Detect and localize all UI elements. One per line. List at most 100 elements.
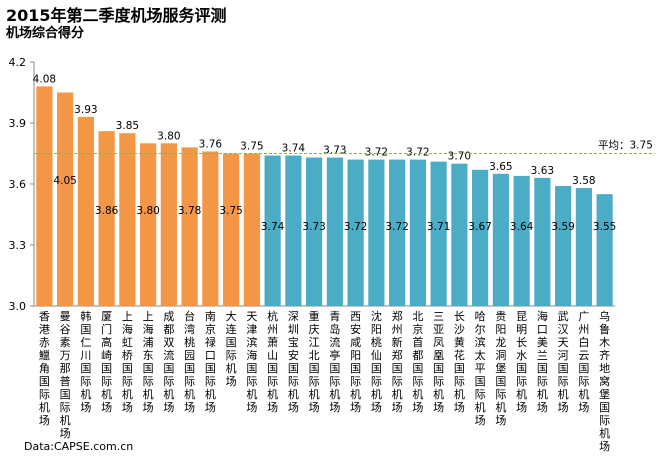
category-char: 际: [537, 375, 548, 388]
category-char: 东: [143, 349, 154, 362]
category-char: 津: [246, 323, 257, 336]
category-char: 崎: [101, 348, 112, 362]
y-tick-label: 4.2: [9, 56, 27, 69]
data-label: 3.76: [199, 138, 223, 150]
bars: [36, 86, 613, 307]
category-char: 口: [537, 323, 548, 336]
category-label: 天津滨海国际机场: [246, 310, 257, 414]
category-char: 机: [558, 387, 569, 401]
category-char: 场: [267, 400, 278, 414]
bar: [98, 131, 115, 306]
category-char: 机: [122, 387, 133, 401]
category-char: 机: [163, 387, 174, 401]
bar: [326, 157, 343, 306]
data-label: 3.63: [531, 165, 554, 177]
category-char: 阳: [371, 323, 382, 336]
category-char: 机: [288, 387, 299, 401]
category-char: 门: [101, 322, 112, 336]
data-label: 3.70: [448, 151, 471, 163]
category-label: 深圳宝安国际机场: [288, 310, 299, 414]
category-char: 普: [60, 374, 71, 388]
category-char: 场: [143, 400, 154, 414]
category-char: 桃: [371, 335, 382, 349]
category-char: 山: [267, 349, 278, 362]
category-label: 青岛流亭国际机场: [329, 310, 340, 414]
category-char: 白: [578, 335, 589, 349]
category-char: 际: [60, 401, 71, 414]
category-char: 际: [475, 388, 486, 401]
category-char: 曼: [60, 310, 71, 323]
data-label: 3.55: [593, 221, 616, 233]
category-char: 国: [412, 362, 423, 375]
category-char: 际: [205, 375, 216, 388]
data-label: 3.58: [572, 175, 595, 187]
bar: [492, 173, 509, 306]
data-label: 3.72: [385, 221, 408, 233]
category-char: 台: [184, 309, 195, 323]
category-char: 青: [329, 310, 340, 323]
category-label: 郑州新郑国际机场: [392, 309, 403, 414]
category-char: 浦: [143, 336, 154, 349]
category-label: 昆明长水国际机场: [516, 310, 527, 414]
category-char: 郑: [392, 309, 403, 323]
category-char: 仙: [371, 349, 382, 362]
category-char: 双: [163, 336, 174, 349]
category-char: 岛: [329, 322, 340, 336]
category-char: 连: [226, 323, 237, 336]
category-char: 机: [184, 387, 195, 401]
category-char: 际: [184, 375, 195, 388]
category-char: 口: [205, 349, 216, 362]
category-char: 国: [392, 362, 403, 375]
category-char: 阳: [495, 323, 506, 336]
category-label: 武汉天河国际机场: [558, 310, 569, 414]
category-label: 广州白云国际机场: [578, 310, 589, 414]
category-char: 流: [329, 335, 340, 349]
category-char: 都: [163, 323, 174, 336]
category-char: 场: [329, 400, 340, 414]
bar: [555, 186, 572, 306]
category-char: 香: [39, 310, 50, 323]
category-char: 场: [205, 400, 216, 414]
y-tick-label: 3.0: [9, 300, 27, 313]
category-char: 场: [350, 400, 361, 414]
category-char: 场: [392, 400, 403, 414]
category-char: 明: [516, 323, 527, 336]
category-char: 场: [433, 400, 444, 414]
category-char: 机: [516, 387, 527, 401]
category-char: 国: [516, 362, 527, 375]
category-char: 新: [392, 335, 403, 349]
category-char: 窝: [599, 374, 610, 388]
category-char: 木: [599, 336, 610, 349]
category-char: 那: [60, 362, 71, 375]
category-char: 机: [329, 387, 340, 401]
category-char: 国: [143, 362, 154, 375]
category-label: 杭州萧山国际机场: [267, 309, 278, 414]
y-tick-label: 3.9: [9, 117, 27, 130]
category-char: 海: [143, 322, 154, 336]
category-char: 国: [80, 323, 91, 336]
category-char: 西: [350, 310, 361, 323]
category-char: 首: [412, 335, 423, 349]
category-char: 花: [454, 349, 465, 362]
category-char: 际: [329, 375, 340, 388]
category-char: 场: [558, 400, 569, 414]
bar: [181, 147, 198, 306]
category-char: 鲁: [599, 322, 610, 336]
bar: [160, 143, 177, 306]
category-char: 际: [454, 375, 465, 388]
category-char: 国: [184, 362, 195, 375]
category-char: 机: [80, 387, 91, 401]
category-char: 场: [454, 400, 465, 414]
category-char: 际: [350, 375, 361, 388]
category-char: 乌: [599, 309, 610, 323]
data-label: 3.72: [365, 147, 388, 159]
category-char: 庆: [309, 322, 320, 336]
category-char: 宝: [288, 335, 299, 349]
category-char: 河: [558, 349, 569, 362]
data-label: 3.72: [344, 221, 367, 233]
category-char: 国: [309, 362, 320, 375]
category-char: 际: [288, 375, 299, 388]
data-label: 4.08: [33, 73, 56, 85]
category-char: 场: [39, 413, 50, 427]
category-char: 场: [288, 400, 299, 414]
